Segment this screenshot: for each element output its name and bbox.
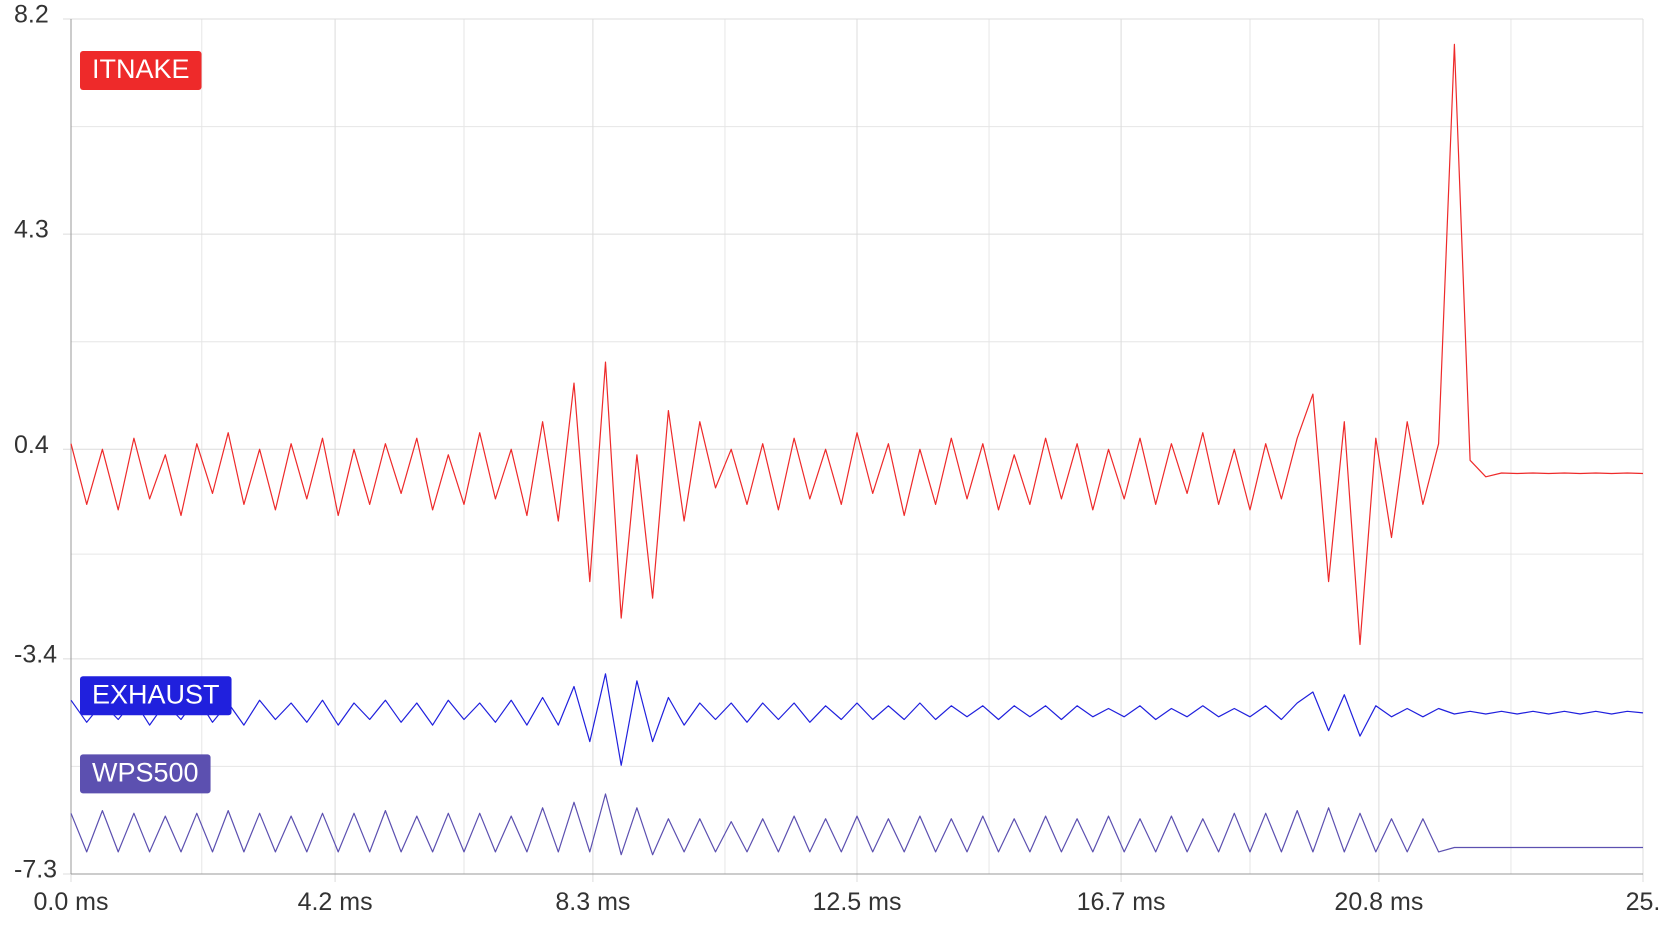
x-tick-label: 4.2 ms [298,888,373,916]
y-tick-label: -7.3 [14,856,57,884]
x-tick-label: 8.3 ms [555,888,630,916]
x-tick-label: 12.5 ms [813,888,902,916]
series-line [70,673,1644,766]
x-tick-label: 25. [1626,888,1660,916]
series-line [70,793,1643,856]
y-tick-label: 0.4 [14,431,49,459]
legend-item: ITNAKE [80,51,202,90]
legend-label: EXHAUST [92,679,220,709]
x-tick-label: 16.7 ms [1077,888,1166,916]
legend-box [80,51,202,90]
y-tick-label: 4.3 [14,216,49,244]
y-tick-label: -3.4 [14,640,57,668]
legend-label: ITNAKE [92,54,190,84]
x-tick-label: 20.8 ms [1334,888,1423,916]
y-tick-label: 8.2 [14,1,49,29]
legend-item: EXHAUST [80,676,232,716]
legend-label: WPS500 [92,757,199,787]
series-line [70,43,1644,646]
legend-box [80,676,232,716]
legend-item: WPS500 [80,754,211,794]
x-tick-label: 0.0 ms [33,888,108,916]
legend-box [80,754,211,794]
